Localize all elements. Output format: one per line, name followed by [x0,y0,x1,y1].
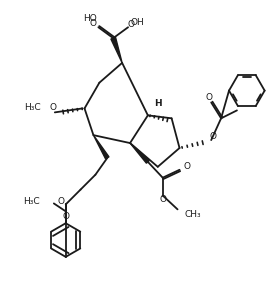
Polygon shape [130,143,149,163]
Text: O: O [159,195,166,204]
Text: O: O [62,212,69,221]
Text: O: O [206,93,213,102]
Text: HO: HO [84,14,97,23]
Text: OH: OH [130,18,144,27]
Text: O: O [90,19,97,28]
Text: O: O [209,132,216,140]
Polygon shape [111,37,122,63]
Text: O: O [49,103,56,112]
Text: H₃C: H₃C [23,197,40,206]
Polygon shape [93,135,109,159]
Text: O: O [57,197,64,206]
Text: CH₃: CH₃ [185,210,201,219]
Text: H₃C: H₃C [24,103,41,112]
Text: H: H [154,99,161,108]
Text: O: O [128,20,134,29]
Text: O: O [183,162,190,171]
